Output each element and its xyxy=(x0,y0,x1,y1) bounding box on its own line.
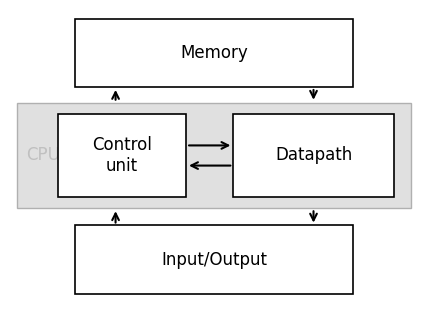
Text: CPU: CPU xyxy=(26,146,60,165)
Text: Datapath: Datapath xyxy=(275,146,352,165)
Bar xyxy=(75,19,353,87)
Bar xyxy=(17,103,411,208)
Text: Control
unit: Control unit xyxy=(92,136,152,175)
Bar xyxy=(233,114,394,197)
Text: Memory: Memory xyxy=(180,44,248,62)
Bar xyxy=(75,225,353,294)
Bar xyxy=(58,114,186,197)
Text: Input/Output: Input/Output xyxy=(161,251,267,269)
